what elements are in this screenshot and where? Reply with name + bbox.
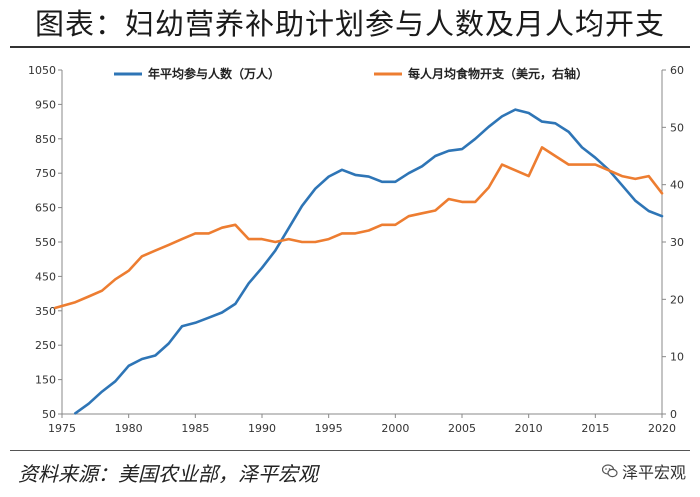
y-left-tick-label: 650: [35, 202, 56, 215]
y-left-tick-label: 1050: [28, 64, 56, 77]
y-left-tick-label: 50: [42, 408, 56, 421]
y-right-tick-label: 20: [670, 293, 684, 306]
watermark-label: 泽平宏观: [621, 463, 686, 482]
x-tick-label: 2005: [448, 422, 476, 435]
legend-label: 每人月均食物开支（美元，右轴）: [408, 66, 588, 81]
x-tick-label: 2020: [648, 422, 676, 435]
legend-label: 年平均参与人数（万人）: [148, 66, 280, 81]
x-tick-label: 2000: [381, 422, 409, 435]
y-right-tick-label: 10: [670, 351, 684, 364]
x-tick-label: 1985: [181, 422, 209, 435]
y-left-tick-label: 250: [35, 339, 56, 352]
source-note: 资料来源：美国农业部，泽平宏观: [18, 462, 318, 486]
chart-title: 图表：妇幼营养补助计划参与人数及月人均开支: [34, 7, 665, 41]
title-divider: [10, 46, 690, 48]
x-tick-label: 2015: [581, 422, 609, 435]
y-left-tick-label: 450: [35, 270, 56, 283]
y-right-tick-label: 30: [670, 236, 684, 249]
y-left-tick-label: 750: [35, 167, 56, 180]
series-line-participants: [74, 108, 664, 415]
y-right-tick-label: 0: [670, 408, 677, 421]
y-left-tick-label: 950: [35, 98, 56, 111]
wechat-icon: [601, 464, 618, 478]
footer-divider: [10, 450, 690, 451]
x-tick-label: 1990: [248, 422, 276, 435]
y-right-tick-label: 40: [670, 179, 684, 192]
series-line-food-cost: [53, 146, 664, 310]
y-right-tick-label: 50: [670, 121, 684, 134]
y-left-tick-label: 550: [35, 236, 56, 249]
y-right-tick-label: 60: [670, 64, 684, 77]
line-chart: 1975 1980 1985 1990 1995 2000 2005 2010 2015 2020…: [28, 64, 684, 435]
y-left-tick-label: 350: [35, 305, 56, 318]
y-left-tick-label: 850: [35, 133, 56, 146]
watermark: 泽平宏观: [601, 459, 686, 483]
x-tick-label: 1975: [48, 422, 76, 435]
y-left-tick-label: 150: [35, 374, 56, 387]
x-tick-label: 2010: [515, 422, 543, 435]
x-tick-label: 1995: [315, 422, 343, 435]
x-tick-label: 1980: [115, 422, 143, 435]
